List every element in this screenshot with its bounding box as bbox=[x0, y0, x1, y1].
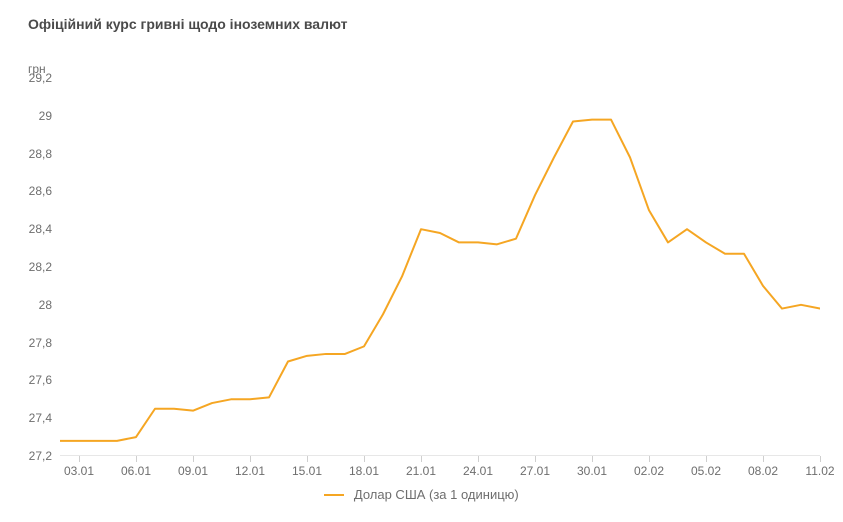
legend-swatch bbox=[324, 494, 344, 496]
y-tick-label: 28,4 bbox=[12, 222, 52, 236]
x-tick-mark bbox=[820, 456, 821, 462]
series-line bbox=[60, 120, 820, 441]
x-tick-mark bbox=[307, 456, 308, 462]
y-tick-label: 29,2 bbox=[12, 71, 52, 85]
x-tick-mark bbox=[364, 456, 365, 462]
x-tick-label: 11.02 bbox=[805, 464, 834, 478]
y-tick-label: 28,8 bbox=[12, 147, 52, 161]
legend-label: Долар США (за 1 одиницю) bbox=[354, 487, 519, 502]
x-tick-label: 02.02 bbox=[634, 464, 664, 478]
x-tick-mark bbox=[535, 456, 536, 462]
x-tick-label: 09.01 bbox=[178, 464, 208, 478]
x-tick-mark bbox=[421, 456, 422, 462]
x-tick-label: 21.01 bbox=[406, 464, 436, 478]
chart-legend: Долар США (за 1 одиницю) bbox=[0, 486, 843, 502]
y-tick-label: 28,6 bbox=[12, 184, 52, 198]
x-tick-mark bbox=[763, 456, 764, 462]
x-tick-mark bbox=[193, 456, 194, 462]
x-tick-label: 06.01 bbox=[121, 464, 151, 478]
y-tick-label: 27,8 bbox=[12, 336, 52, 350]
chart-title: Офіційний курс гривні щодо іноземних вал… bbox=[28, 16, 347, 32]
x-tick-mark bbox=[478, 456, 479, 462]
x-tick-mark bbox=[592, 456, 593, 462]
x-tick-label: 30.01 bbox=[577, 464, 607, 478]
x-tick-label: 03.01 bbox=[64, 464, 94, 478]
x-tick-mark bbox=[649, 456, 650, 462]
line-chart-svg bbox=[60, 78, 820, 456]
chart-plot-area bbox=[60, 78, 820, 456]
x-tick-label: 27.01 bbox=[520, 464, 550, 478]
y-tick-label: 28,2 bbox=[12, 260, 52, 274]
y-tick-label: 28 bbox=[12, 298, 52, 312]
y-tick-label: 27,6 bbox=[12, 373, 52, 387]
x-tick-label: 05.02 bbox=[691, 464, 721, 478]
x-tick-label: 15.01 bbox=[292, 464, 322, 478]
x-tick-mark bbox=[706, 456, 707, 462]
x-tick-label: 24.01 bbox=[463, 464, 493, 478]
x-tick-mark bbox=[250, 456, 251, 462]
x-tick-mark bbox=[136, 456, 137, 462]
x-tick-label: 08.02 bbox=[748, 464, 778, 478]
x-tick-mark bbox=[79, 456, 80, 462]
x-tick-label: 18.01 bbox=[349, 464, 379, 478]
y-tick-label: 29 bbox=[12, 109, 52, 123]
y-tick-label: 27,2 bbox=[12, 449, 52, 463]
y-tick-label: 27,4 bbox=[12, 411, 52, 425]
x-tick-label: 12.01 bbox=[235, 464, 265, 478]
